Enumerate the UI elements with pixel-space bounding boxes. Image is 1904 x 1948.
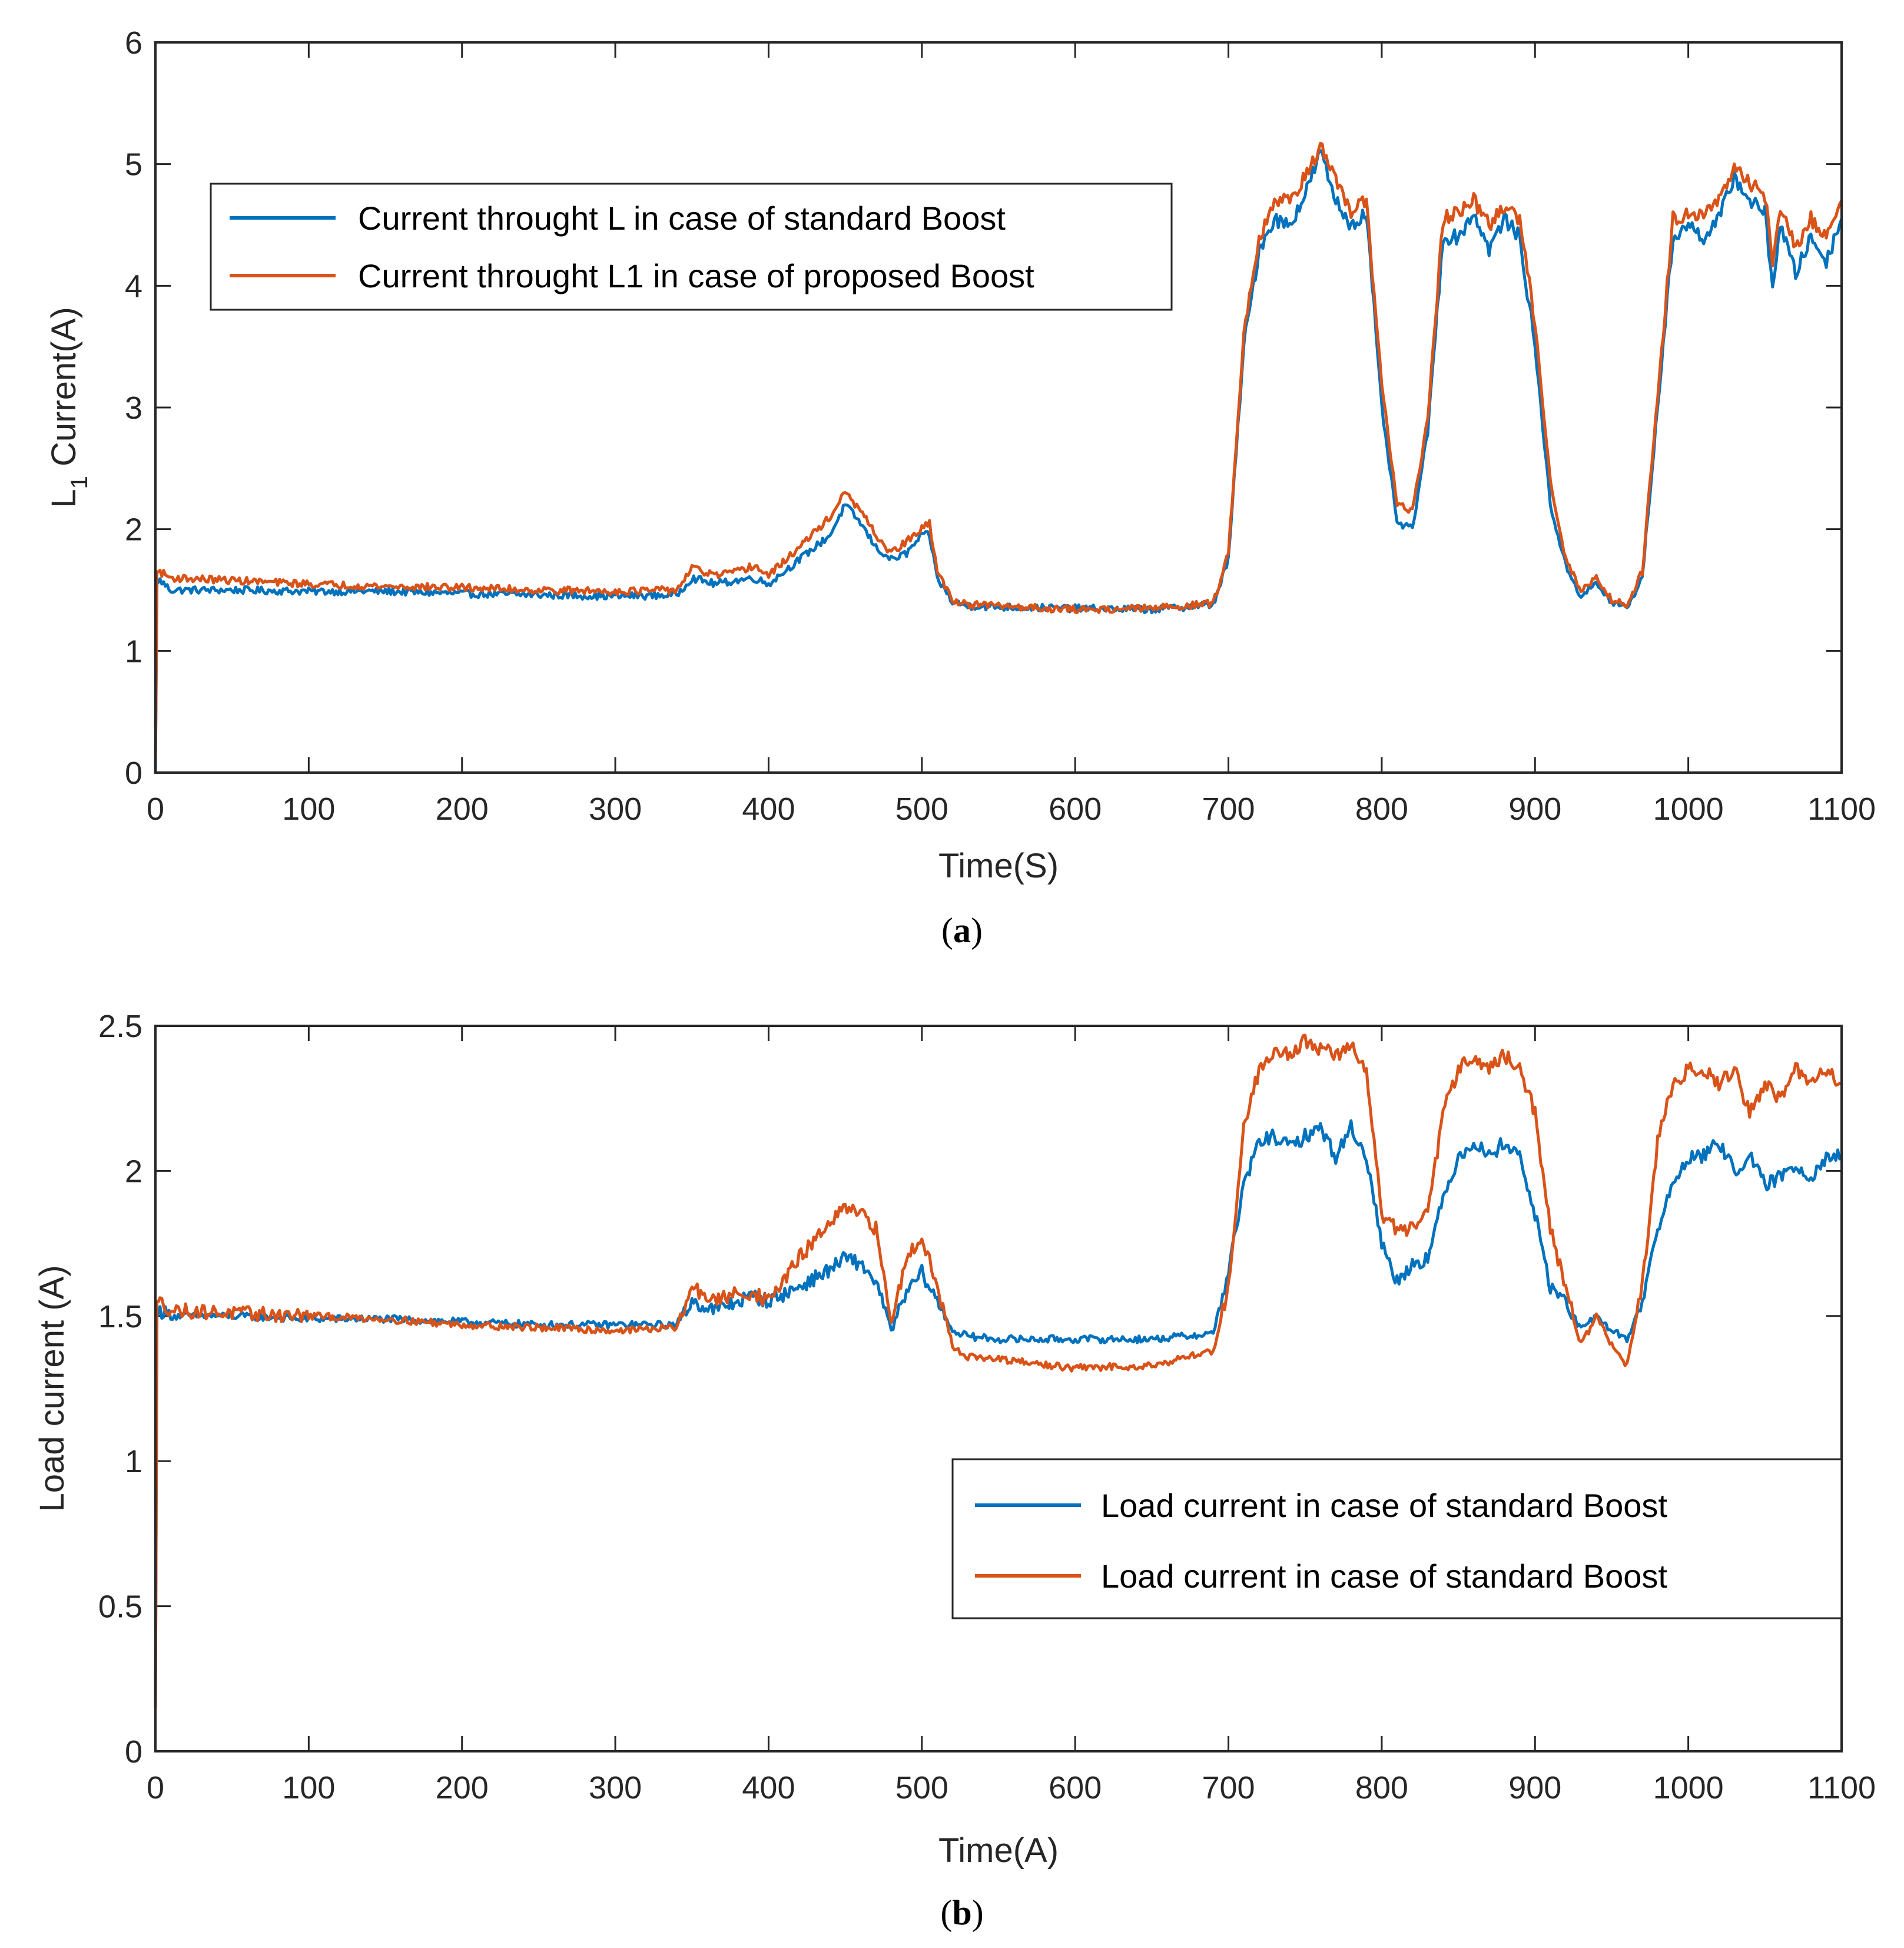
panel-b-legend-box xyxy=(951,1458,1843,1619)
x-tick-label: 1000 xyxy=(1653,1770,1724,1805)
panel-a-ylabel: L1 Current(A) xyxy=(45,307,92,508)
y-tick-label: 6 xyxy=(125,25,142,61)
panel-a-ylabel-subscript: 1 xyxy=(67,476,92,489)
x-tick-label: 600 xyxy=(1049,791,1102,827)
x-tick-label: 0 xyxy=(147,791,164,827)
panel-a-caption-close: ) xyxy=(971,911,983,950)
x-tick-label: 700 xyxy=(1202,791,1255,827)
panel-a-series xyxy=(154,141,1843,773)
panel-b-plot-area xyxy=(155,1026,1842,1751)
y-tick-label: 0 xyxy=(125,756,142,791)
x-tick-label: 200 xyxy=(436,791,489,827)
x-tick-label: 800 xyxy=(1355,791,1408,827)
panel-a-ylabel-rest: Current(A) xyxy=(45,307,83,476)
panel-a-legend-label-0: Current throught L in case of standard B… xyxy=(358,200,1006,237)
panel-a-xlabel: Time(S) xyxy=(938,847,1059,885)
panel-a-chart: 0 100 200 300 400 500 600 700 800 900 1000 1100 0 1 2 3… xyxy=(45,25,1876,950)
panel-b-legend: Load current in case of standard Boost L… xyxy=(951,1458,1843,1619)
x-tick-label: 200 xyxy=(436,1770,489,1805)
y-tick-label: 0.5 xyxy=(98,1589,142,1625)
y-tick-label: 2.5 xyxy=(98,1009,142,1044)
x-tick-label: 700 xyxy=(1202,1770,1255,1805)
panel-b-chart: 0 100 200 300 400 500 600 700 800 900 1000 1100 0 0.5… xyxy=(33,1009,1876,1932)
y-tick-label: 1 xyxy=(125,634,142,669)
y-tick-label: 5 xyxy=(125,147,142,183)
panel-a-legend: Current throught L in case of standard B… xyxy=(210,183,1173,311)
x-tick-label: 500 xyxy=(895,1770,948,1805)
panel-b-caption-letter: b xyxy=(952,1893,971,1932)
panel-a-ylabel-main: L xyxy=(45,489,83,508)
x-tick-label: 1100 xyxy=(1807,791,1876,827)
panel-a-legend-box xyxy=(210,183,1173,311)
panel-a-caption-open: ( xyxy=(941,911,953,950)
series-line-1 xyxy=(154,141,1843,761)
panel-a-axes-box xyxy=(154,41,1843,774)
series-line-1 xyxy=(154,1033,1842,1708)
panel-b-ylabel: Load current (A) xyxy=(33,1265,71,1512)
x-tick-label: 400 xyxy=(742,1770,795,1805)
x-tick-label: 300 xyxy=(589,1770,642,1805)
y-tick-label: 4 xyxy=(125,269,142,304)
panel-b-caption-close: ) xyxy=(972,1893,984,1932)
panel-a-caption-letter: a xyxy=(953,911,971,950)
x-tick-label: 900 xyxy=(1508,1770,1561,1805)
x-tick-label: 0 xyxy=(147,1770,164,1805)
x-tick-label: 900 xyxy=(1508,791,1561,827)
x-tick-label: 1000 xyxy=(1653,791,1724,827)
panel-b-caption-open: ( xyxy=(940,1893,952,1932)
x-tick-label: 500 xyxy=(895,791,948,827)
y-tick-label: 0 xyxy=(125,1734,142,1770)
x-tick-label: 1100 xyxy=(1807,1770,1876,1805)
panel-b-tick-labels: 0 100 200 300 400 500 600 700 800 900 1000 1100 0 0.5… xyxy=(98,1009,1876,1805)
y-tick-label: 1 xyxy=(125,1444,142,1479)
x-tick-label: 100 xyxy=(282,1770,335,1805)
y-tick-label: 2 xyxy=(125,1154,142,1189)
panel-b-xlabel: Time(A) xyxy=(938,1831,1059,1870)
panel-b-caption: (b) xyxy=(940,1893,983,1932)
x-tick-label: 600 xyxy=(1049,1770,1102,1805)
y-tick-label: 3 xyxy=(125,390,142,426)
panel-a-legend-label-1: Current throught L1 in case of proposed … xyxy=(358,257,1034,294)
panel-a-tick-labels: 0 100 200 300 400 500 600 700 800 900 1000 1100 0 1 2 3… xyxy=(125,25,1876,827)
x-tick-label: 400 xyxy=(742,791,795,827)
y-tick-label: 2 xyxy=(125,512,142,548)
panel-b-axes-box xyxy=(154,1025,1843,1752)
panel-b-legend-label-1: Load current in case of standard Boost xyxy=(1101,1558,1667,1595)
x-tick-label: 300 xyxy=(589,791,642,827)
x-tick-label: 100 xyxy=(282,791,335,827)
panel-b-series xyxy=(154,1033,1843,1708)
panel-b-legend-label-0: Load current in case of standard Boost xyxy=(1101,1487,1667,1524)
panel-a-plot-area xyxy=(155,42,1842,773)
y-tick-label: 1.5 xyxy=(98,1299,142,1334)
panel-a-caption: (a) xyxy=(941,911,983,950)
x-tick-label: 800 xyxy=(1355,1770,1408,1805)
